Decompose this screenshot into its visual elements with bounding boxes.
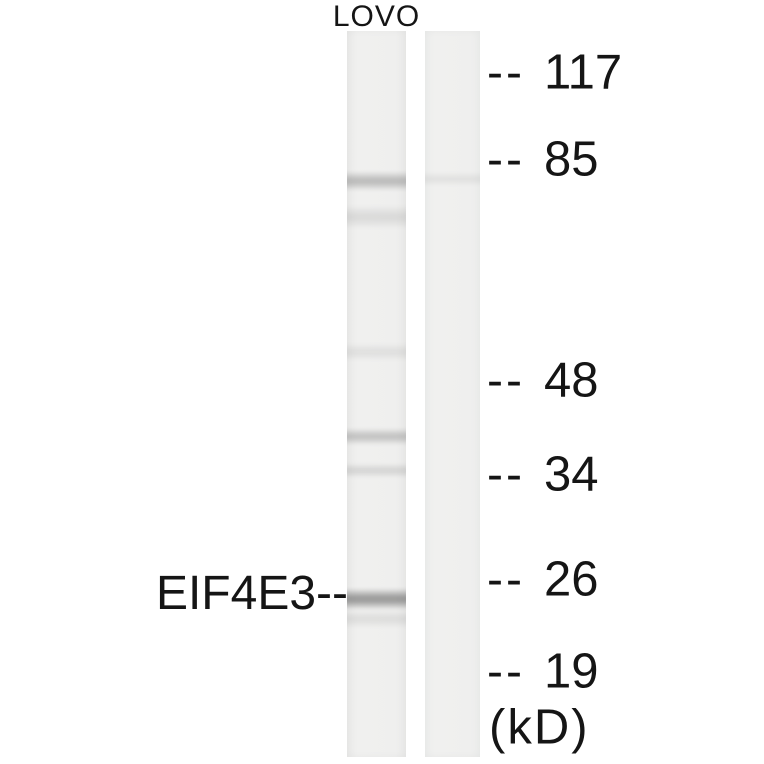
marker-48: -- 48	[487, 353, 599, 408]
marker-dash: --	[487, 354, 525, 407]
protein-band	[347, 462, 406, 478]
protein-band	[347, 588, 406, 610]
protein-band	[347, 427, 406, 445]
protein-band	[425, 172, 480, 186]
marker-value: 85	[543, 132, 599, 187]
marker-value: 117	[543, 45, 623, 100]
marker-value: 19	[543, 644, 599, 699]
sample-label: LOVO	[332, 0, 421, 33]
marker-value: 48	[543, 353, 599, 408]
marker-34: -- 34	[487, 447, 599, 502]
marker-19: -- 19	[487, 644, 599, 699]
marker-dash: --	[487, 553, 525, 606]
blot-lane-1	[347, 31, 406, 757]
protein-band	[347, 343, 406, 361]
marker-dash: --	[487, 448, 525, 501]
protein-band	[347, 205, 406, 229]
marker-26: -- 26	[487, 552, 599, 607]
marker-dash: --	[487, 133, 525, 186]
marker-value: 34	[543, 447, 599, 502]
protein-band	[347, 171, 406, 191]
unit-label: (kD)	[489, 700, 590, 755]
protein-label: EIF4E3--	[155, 567, 348, 620]
marker-dash: --	[487, 46, 525, 99]
marker-117: -- 117	[487, 45, 623, 100]
marker-85: -- 85	[487, 132, 599, 187]
protein-band	[347, 610, 406, 628]
marker-dash: --	[487, 645, 525, 698]
blot-lane-2	[425, 31, 480, 757]
marker-value: 26	[543, 552, 599, 607]
